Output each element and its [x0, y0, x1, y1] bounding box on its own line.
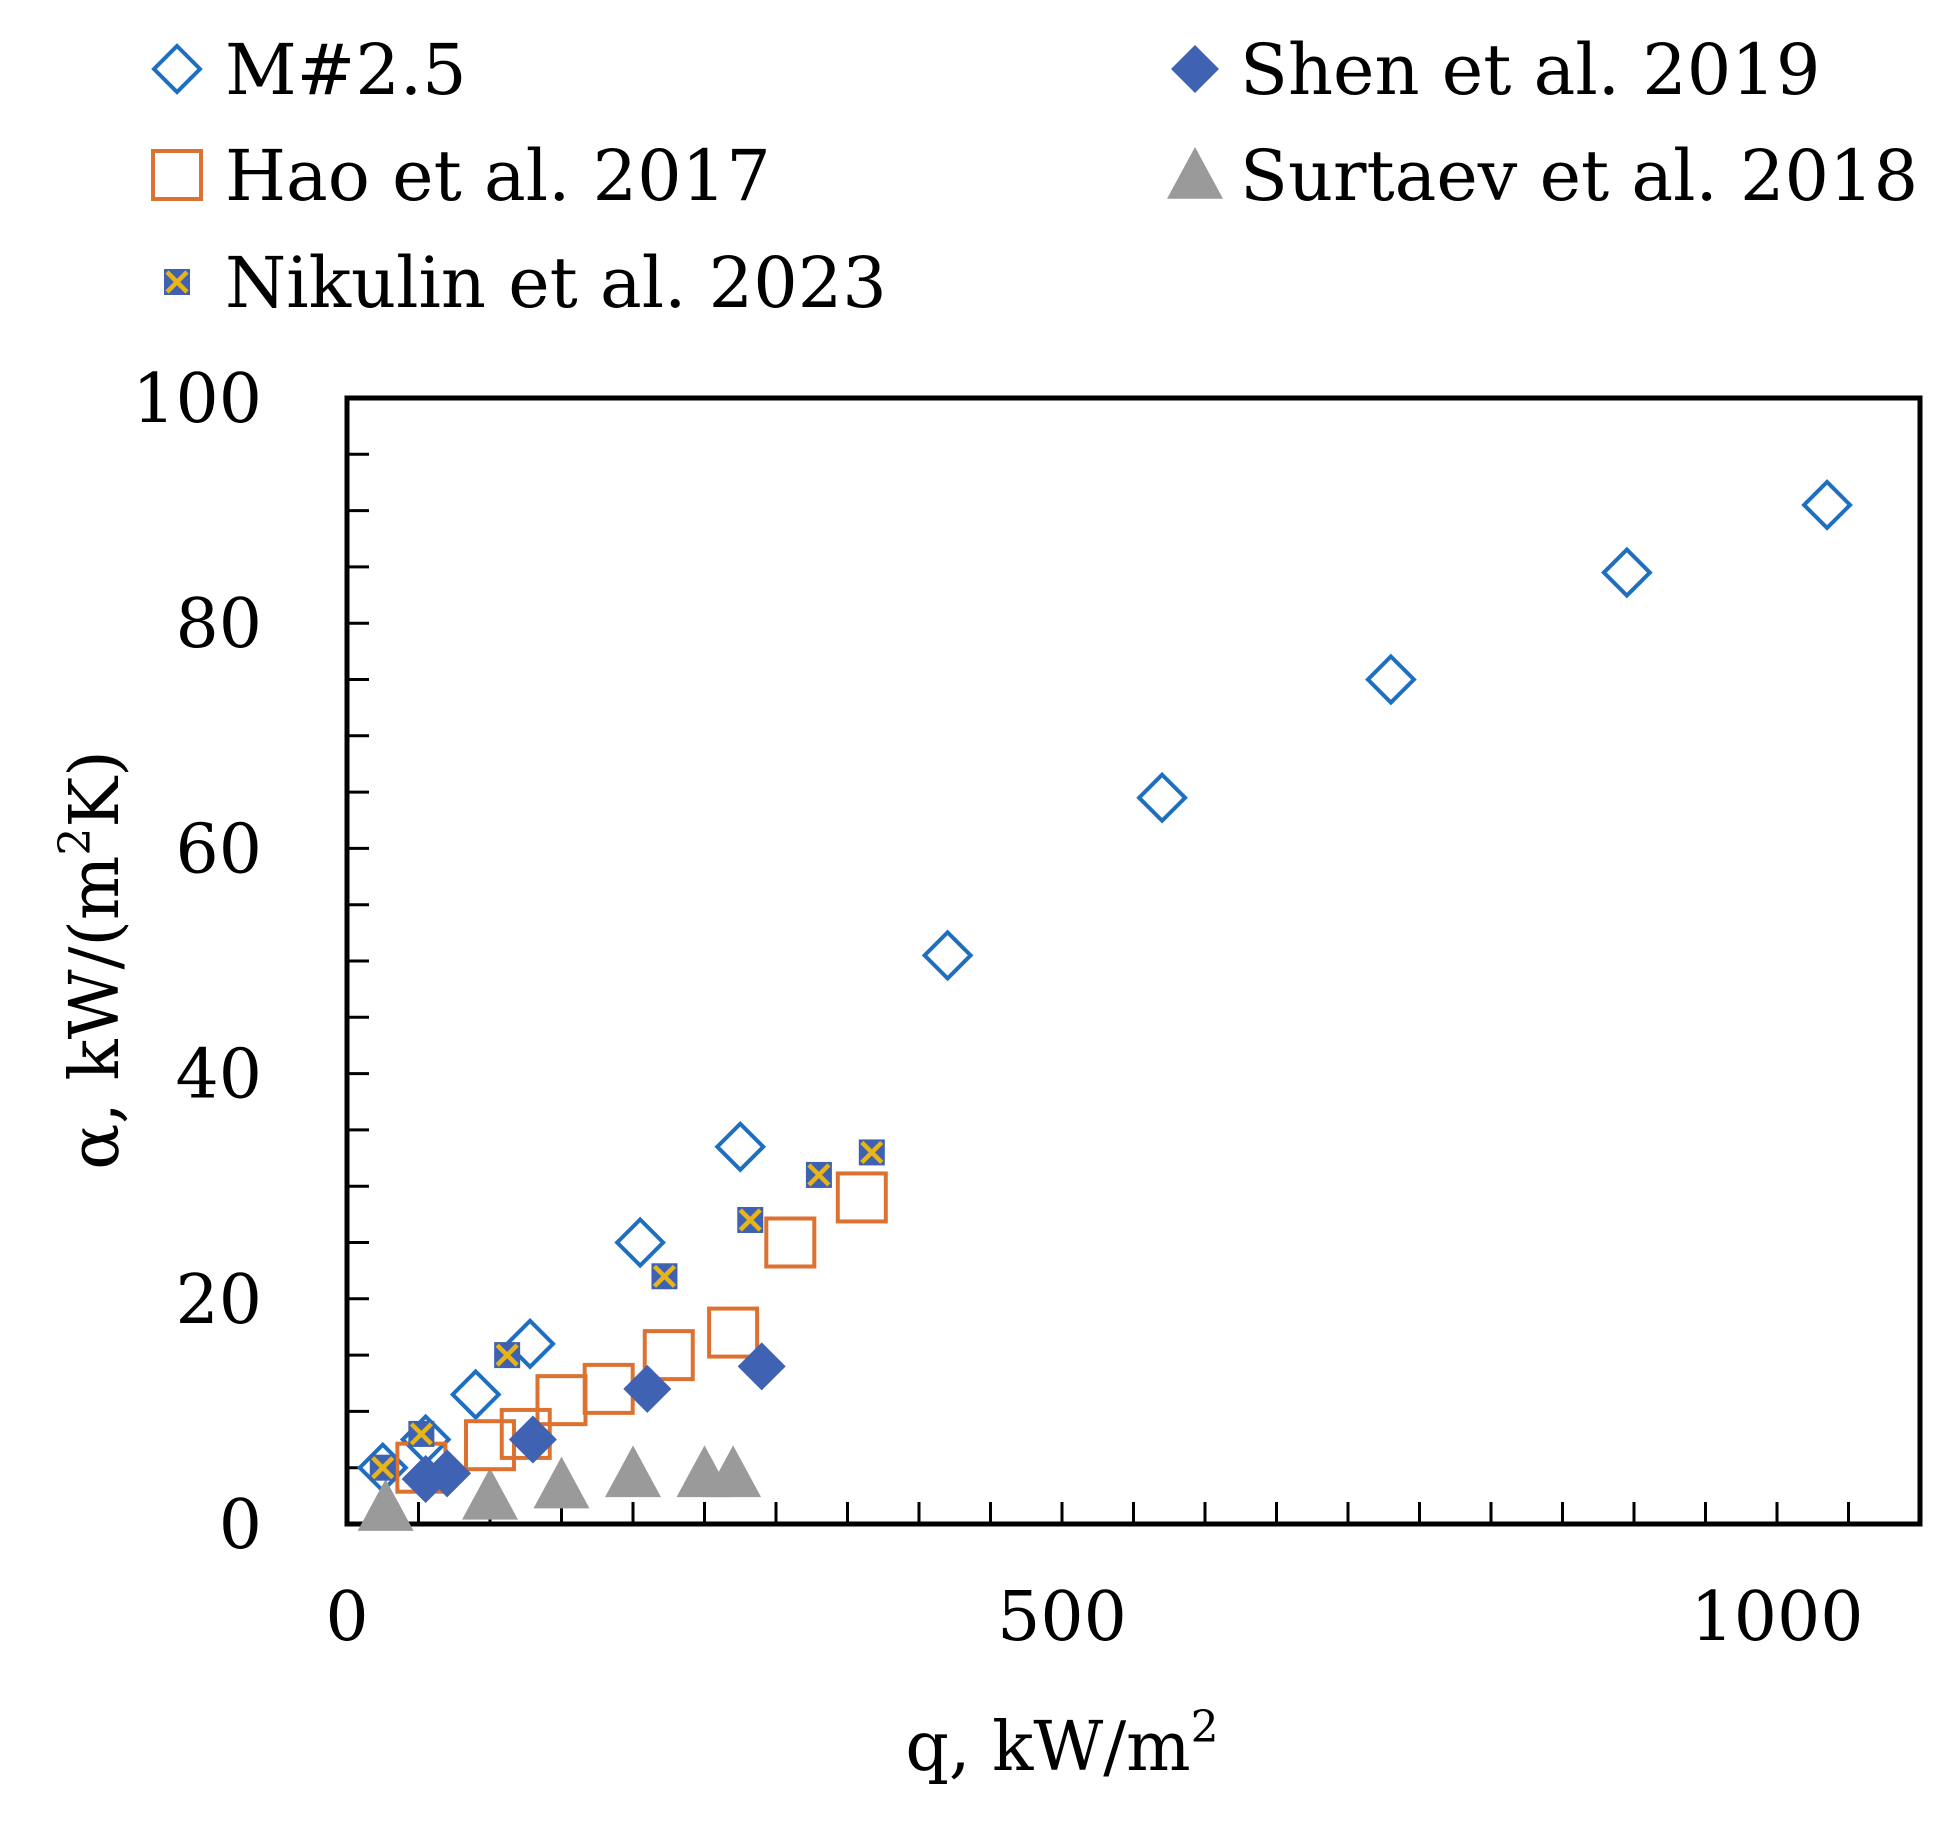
legend-label-nikulin-et-al-2023: Nikulin et al. 2023: [225, 242, 887, 324]
legend-label-shen-et-al-2019: Shen et al. 2019: [1240, 29, 1820, 111]
legend-marker-surtaev-et-al-2018: [1167, 147, 1223, 199]
series-m-2-5: [356, 479, 1853, 1494]
point-nikulin-et-al-2023: [858, 1139, 885, 1166]
x-axis-title-main: q, kW/m: [905, 1708, 1190, 1787]
legend-label-surtaev-et-al-2018: Surtaev et al. 2018: [1240, 135, 1918, 217]
y-tick-label: 20: [175, 1261, 262, 1340]
legend-marker-hao-et-al-2017: [151, 149, 203, 201]
point-nikulin-et-al-2023: [369, 1454, 396, 1481]
y-axis-title-sup: 2: [50, 828, 101, 856]
point-hao-et-al-2017: [835, 1171, 888, 1224]
y-tick-label: 80: [175, 585, 262, 664]
series-nikulin-et-al-2023: [369, 1139, 885, 1481]
point-hao-et-al-2017: [642, 1329, 695, 1382]
point-m-2-5: [1601, 546, 1653, 599]
legend-marker-shen-et-al-2019: [1171, 45, 1219, 93]
y-tick-label: 60: [175, 810, 262, 889]
legend-item-hao-et-al-2017: Hao et al. 2017: [151, 135, 771, 217]
point-m-2-5: [714, 1120, 767, 1173]
legend-label-hao-et-al-2017: Hao et al. 2017: [225, 135, 771, 217]
point-m-2-5: [614, 1216, 666, 1269]
point-hao-et-al-2017: [764, 1216, 817, 1269]
point-surtaev-et-al-2018: [705, 1445, 762, 1498]
series-shen-et-al-2019: [401, 1342, 786, 1503]
y-axis-title: α, kW/(m2K): [50, 750, 135, 1170]
legend-item-nikulin-et-al-2023: Nikulin et al. 2023: [164, 242, 887, 324]
plot-frame: [344, 395, 1923, 1527]
point-nikulin-et-al-2023: [494, 1342, 521, 1369]
point-m-2-5: [1801, 479, 1853, 531]
y-axis-title-pre: α, kW/(m: [56, 856, 135, 1170]
x-tick-label: 1000: [1690, 1578, 1863, 1657]
point-shen-et-al-2019: [423, 1449, 472, 1498]
point-hao-et-al-2017: [464, 1419, 516, 1472]
x-tick-label: 0: [325, 1578, 368, 1657]
x-axis-title: q, kW/m2: [905, 1702, 1218, 1787]
point-hao-et-al-2017: [707, 1306, 760, 1359]
point-surtaev-et-al-2018: [462, 1467, 518, 1520]
y-tick-label: 40: [175, 1036, 262, 1115]
series-layer: [356, 479, 1853, 1531]
point-shen-et-al-2019: [737, 1342, 786, 1391]
legend-label-m-2-5: M#2.5: [225, 29, 467, 111]
x-tick-label: 500: [997, 1578, 1127, 1657]
point-shen-et-al-2019: [508, 1415, 557, 1464]
y-tick-labels: 0 20 40 60 80 100: [132, 360, 262, 1565]
point-m-2-5: [504, 1318, 556, 1370]
x-minor-ticks: [417, 1502, 1850, 1524]
legend-item-m-2-5: M#2.5: [151, 29, 467, 111]
point-nikulin-et-al-2023: [805, 1161, 832, 1188]
legend-item-shen-et-al-2019: Shen et al. 2019: [1171, 29, 1820, 111]
point-m-2-5: [1365, 653, 1417, 706]
point-m-2-5: [449, 1368, 502, 1421]
point-shen-et-al-2019: [623, 1364, 672, 1413]
point-surtaev-et-al-2018: [357, 1479, 414, 1531]
y-tick-label: 100: [132, 360, 262, 439]
point-surtaev-et-al-2018: [533, 1456, 590, 1509]
point-nikulin-et-al-2023: [408, 1420, 435, 1447]
y-tick-label: 0: [219, 1486, 262, 1565]
x-axis-title-sup: 2: [1191, 1702, 1219, 1753]
legend-marker-m-2-5: [151, 43, 203, 95]
point-nikulin-et-al-2023: [651, 1263, 678, 1290]
y-axis-title-post: K): [56, 750, 135, 827]
legend: M#2.5 Shen et al. 2019 Hao et al. 2017 Surt…: [151, 29, 1918, 324]
series-surtaev-et-al-2018: [357, 1445, 762, 1531]
point-nikulin-et-al-2023: [737, 1206, 764, 1233]
point-surtaev-et-al-2018: [605, 1445, 661, 1498]
point-m-2-5: [1136, 771, 1188, 824]
x-tick-labels: 0 500 1000: [325, 1578, 1863, 1657]
point-hao-et-al-2017: [535, 1374, 588, 1427]
y-minor-ticks: [347, 452, 369, 1470]
legend-item-surtaev-et-al-2018: Surtaev et al. 2018: [1167, 135, 1918, 217]
legend-marker-nikulin-et-al-2023: [164, 269, 190, 295]
point-m-2-5: [921, 929, 974, 982]
